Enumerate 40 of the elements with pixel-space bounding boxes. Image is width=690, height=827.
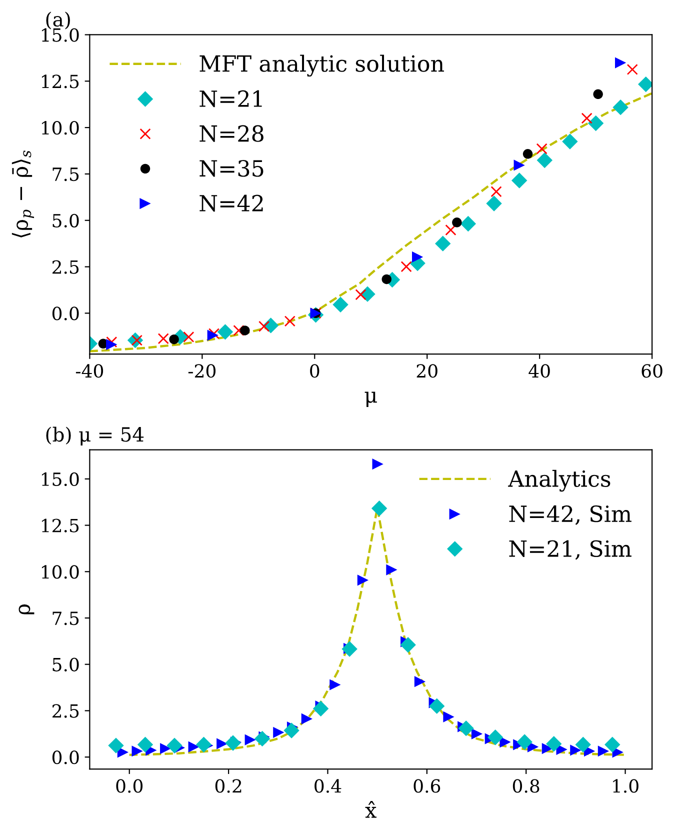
x-tick-label: -40 <box>76 364 104 378</box>
x-tick-label: 0.8 <box>512 779 540 793</box>
y-tick-label: 2.5 <box>52 260 79 274</box>
x-tick-label: 0.6 <box>414 779 440 793</box>
x-axis-title: μ <box>364 392 377 407</box>
y-tick-label: 5.0 <box>52 214 79 228</box>
x-tick-label: 20 <box>416 364 438 378</box>
y-tick-label: 7.5 <box>52 612 79 626</box>
chart-title: (a) <box>46 12 70 30</box>
y-tick-label: 12.5 <box>42 518 79 532</box>
legend-label: N=21, Sim <box>509 540 632 560</box>
y-tick-label: 2.5 <box>52 704 79 718</box>
legend-label: N=21 <box>200 90 262 108</box>
legend-label: MFT analytic solution <box>200 54 444 77</box>
legend-label: N=42 <box>200 194 263 212</box>
x-tick-label: 0.2 <box>215 779 242 793</box>
legend-label: N=35 <box>200 160 264 177</box>
legend-label: N=42, Sim <box>509 505 632 525</box>
x-tick-label: 40 <box>528 364 550 378</box>
x-axis-title: x̂ <box>365 801 376 818</box>
legend-label: Analytics <box>508 470 610 492</box>
y-axis-title: ρ <box>18 604 34 614</box>
y-axis-title: ⟨ρ$_{p}$ − ρ̄⟩$_{s}$ <box>12 150 34 238</box>
y-tick-label: 5.0 <box>52 658 79 672</box>
x-tick-label: 60 <box>642 364 662 378</box>
y-tick-label: 0.0 <box>52 750 79 764</box>
y-tick-label: 0.0 <box>52 306 79 320</box>
y-tick-label: 15.0 <box>42 472 79 486</box>
y-tick-label: 10.0 <box>42 565 79 579</box>
y-tick-label: 15.0 <box>42 28 79 42</box>
x-tick-label: 0.4 <box>314 779 342 793</box>
x-tick-label: 1.0 <box>613 779 638 793</box>
x-tick-label: 0.0 <box>116 779 143 793</box>
chart-title: (b) μ = 54 <box>46 426 144 446</box>
legend-label: N=28 <box>200 125 264 142</box>
x-tick-label: -20 <box>188 364 216 378</box>
y-tick-label: 12.5 <box>42 74 79 88</box>
y-tick-label: 7.5 <box>52 168 79 182</box>
x-tick-label: 0 <box>310 364 320 378</box>
y-tick-label: 10.0 <box>42 121 79 135</box>
